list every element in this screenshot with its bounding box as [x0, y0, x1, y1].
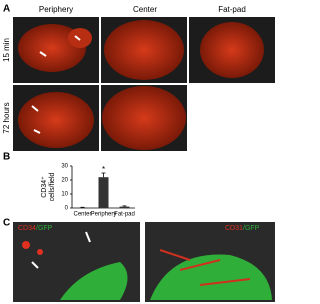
- stain-label: /GFP: [36, 225, 53, 232]
- bar: [119, 206, 130, 208]
- error-bar: [101, 172, 106, 178]
- tissue: [68, 28, 92, 48]
- y-tick-label: 10: [61, 192, 68, 198]
- gfp-region: [60, 262, 128, 300]
- gfp-region: [150, 254, 272, 300]
- bar: [77, 207, 88, 209]
- bar: [98, 177, 109, 208]
- x-tick-label: Periphery: [91, 212, 117, 218]
- x-tick-label: Fat-pad: [114, 212, 135, 218]
- column-label: Center: [133, 5, 157, 14]
- panel-label: C: [3, 218, 10, 229]
- panel-label: A: [3, 4, 10, 15]
- arrow: [39, 35, 81, 57]
- significance-marker: *: [102, 165, 105, 174]
- stain-label: CD34: [18, 225, 36, 232]
- error-bar: [122, 205, 127, 207]
- tissue: [200, 22, 264, 78]
- y-tick-label: 20: [61, 178, 68, 184]
- y-axis-label: CD34⁺: [41, 176, 48, 198]
- stain-label: /GFP: [243, 225, 260, 232]
- panel-label: B: [3, 152, 10, 163]
- cell: [37, 249, 43, 255]
- row-label: 15 min: [2, 38, 11, 62]
- cell: [22, 241, 30, 249]
- y-tick-label: 30: [61, 164, 68, 170]
- column-label: Fat-pad: [218, 5, 246, 14]
- figure: A Periphery Center Fat-pad 15 min 72 hou…: [2, 4, 275, 302]
- x-tick-label: Center: [73, 212, 91, 218]
- tissue: [102, 86, 186, 150]
- row-label: 72 hours: [2, 102, 11, 133]
- arrow: [31, 231, 91, 269]
- panel-c: C CD34 /GFP CD31 /GFP: [3, 218, 275, 302]
- cd31-vessel: [159, 249, 251, 286]
- y-tick-label: 0: [65, 206, 69, 212]
- panel-b: B CD34⁺ cells/field 0 10 20 30 Center Periphe…: [3, 152, 135, 218]
- panel-a: A Periphery Center Fat-pad 15 min 72 hou…: [2, 4, 275, 151]
- y-axis-label: cells/field: [49, 173, 56, 202]
- tissue: [18, 92, 94, 148]
- stain-label: CD31: [225, 225, 243, 232]
- arrow: [31, 105, 41, 134]
- column-label: Periphery: [39, 5, 73, 14]
- tissue: [104, 20, 184, 80]
